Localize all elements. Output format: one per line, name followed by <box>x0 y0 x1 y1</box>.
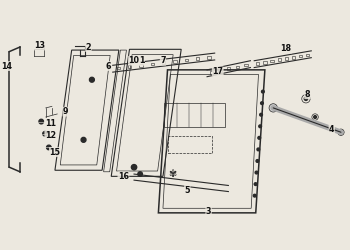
Bar <box>185 58 188 61</box>
Bar <box>271 60 274 62</box>
Circle shape <box>43 132 47 136</box>
Bar <box>306 54 309 56</box>
Circle shape <box>269 104 278 112</box>
Circle shape <box>131 164 137 170</box>
Text: 17: 17 <box>212 67 223 76</box>
Circle shape <box>47 145 51 150</box>
Text: 11: 11 <box>45 118 56 128</box>
Circle shape <box>39 119 43 124</box>
Bar <box>151 62 154 65</box>
Text: 18: 18 <box>281 44 292 53</box>
Circle shape <box>261 90 264 93</box>
Text: 3: 3 <box>206 207 211 216</box>
Text: 4: 4 <box>329 125 335 134</box>
Circle shape <box>261 102 263 104</box>
Circle shape <box>255 171 258 174</box>
Text: 14: 14 <box>1 62 13 70</box>
Circle shape <box>260 113 262 116</box>
Bar <box>173 60 177 63</box>
Circle shape <box>253 194 256 197</box>
Bar <box>292 56 295 59</box>
Bar <box>164 104 225 127</box>
Text: 9: 9 <box>63 107 68 116</box>
Text: 5: 5 <box>184 186 190 194</box>
Text: 13: 13 <box>34 41 45 50</box>
Circle shape <box>256 160 259 162</box>
Text: 15: 15 <box>49 148 61 156</box>
Text: 6: 6 <box>105 62 111 70</box>
Bar <box>162 61 166 64</box>
Bar <box>285 57 288 60</box>
Bar <box>210 71 213 74</box>
Bar <box>236 66 239 68</box>
Circle shape <box>258 136 261 139</box>
Bar <box>128 65 131 68</box>
Bar <box>207 56 211 58</box>
Bar <box>256 62 259 65</box>
Circle shape <box>259 125 261 128</box>
Text: 16: 16 <box>118 172 129 181</box>
Bar <box>168 136 212 153</box>
Circle shape <box>81 138 86 142</box>
Circle shape <box>254 183 257 186</box>
Circle shape <box>338 129 344 136</box>
Bar <box>244 64 248 66</box>
Text: 1: 1 <box>139 56 145 65</box>
Circle shape <box>138 172 142 176</box>
Text: 8: 8 <box>304 90 310 99</box>
Bar <box>227 67 230 70</box>
Bar <box>196 57 200 60</box>
Text: 10: 10 <box>128 56 140 65</box>
Circle shape <box>314 116 316 118</box>
Bar <box>278 58 281 61</box>
Bar <box>117 67 120 70</box>
Circle shape <box>257 148 260 151</box>
Text: 12: 12 <box>45 131 56 140</box>
Bar <box>263 61 267 64</box>
Circle shape <box>90 77 95 82</box>
Text: ✾: ✾ <box>168 169 176 179</box>
Text: 2: 2 <box>86 42 91 51</box>
Circle shape <box>304 97 308 100</box>
Bar <box>139 64 143 67</box>
Bar <box>218 69 222 72</box>
Bar <box>299 55 302 58</box>
Text: 7: 7 <box>160 56 166 65</box>
